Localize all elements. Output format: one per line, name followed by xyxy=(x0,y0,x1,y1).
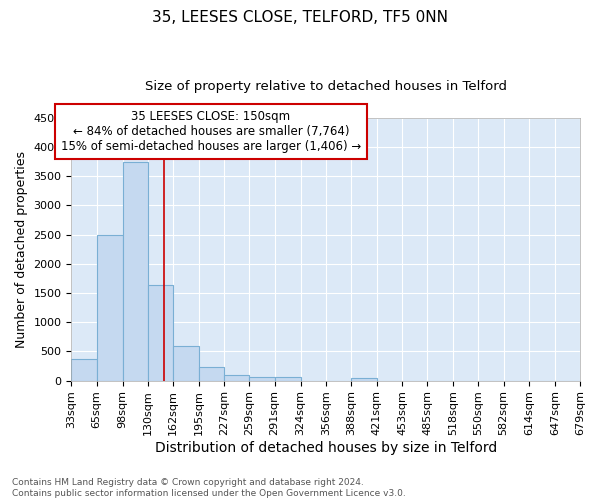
Bar xyxy=(173,346,199,380)
Bar xyxy=(122,162,148,380)
Bar xyxy=(351,378,377,380)
Text: 35 LEESES CLOSE: 150sqm
← 84% of detached houses are smaller (7,764)
15% of semi: 35 LEESES CLOSE: 150sqm ← 84% of detache… xyxy=(61,110,361,152)
Bar xyxy=(97,234,122,380)
Bar xyxy=(148,285,173,380)
Text: 35, LEESES CLOSE, TELFORD, TF5 0NN: 35, LEESES CLOSE, TELFORD, TF5 0NN xyxy=(152,10,448,25)
Bar xyxy=(199,366,224,380)
Title: Size of property relative to detached houses in Telford: Size of property relative to detached ho… xyxy=(145,80,507,93)
Bar xyxy=(71,358,97,380)
X-axis label: Distribution of detached houses by size in Telford: Distribution of detached houses by size … xyxy=(155,441,497,455)
Text: Contains HM Land Registry data © Crown copyright and database right 2024.
Contai: Contains HM Land Registry data © Crown c… xyxy=(12,478,406,498)
Y-axis label: Number of detached properties: Number of detached properties xyxy=(15,150,28,348)
Bar xyxy=(224,375,250,380)
Bar xyxy=(250,377,275,380)
Bar xyxy=(275,377,301,380)
